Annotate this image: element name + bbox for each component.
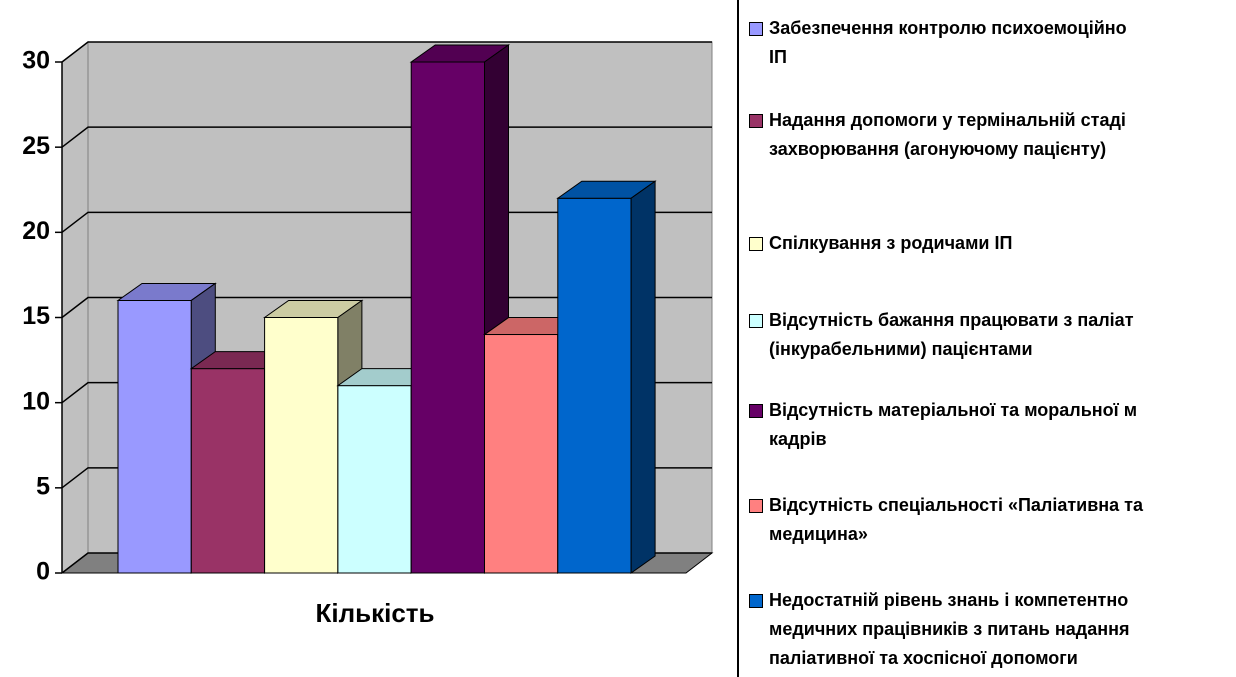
bar-front bbox=[264, 317, 339, 574]
chart: 0 5 10 15 20 25 30 Кількість bbox=[22, 40, 714, 628]
bar-front bbox=[337, 385, 412, 574]
y-tick-label: 25 bbox=[22, 132, 50, 160]
y-tick-label: 20 bbox=[22, 217, 50, 245]
legend-swatch bbox=[749, 499, 763, 513]
y-tick-label: 5 bbox=[36, 472, 50, 500]
legend-swatch bbox=[749, 594, 763, 608]
x-tick-label: Кількість bbox=[315, 598, 434, 628]
legend-swatch bbox=[749, 314, 763, 328]
legend-swatch bbox=[749, 237, 763, 251]
legend-label: Спілкування з родичами ІП bbox=[769, 233, 1013, 253]
grid-line bbox=[61, 41, 712, 63]
legend-label: Відсутність бажання працювати з паліат (… bbox=[769, 310, 1134, 359]
y-tick-label: 15 bbox=[22, 302, 50, 330]
bar-side bbox=[630, 180, 656, 574]
y-tick-label: 10 bbox=[22, 387, 50, 415]
legend-label: Відсутність спеціальності «Паліативна та… bbox=[769, 495, 1144, 544]
legend-swatch bbox=[749, 22, 763, 36]
bar-front bbox=[117, 299, 192, 574]
bar-front bbox=[410, 61, 486, 574]
legend-label: Надання допомоги у термінальній стаді за… bbox=[769, 110, 1126, 159]
legend-label: Недостатній рівень знань і компетентно м… bbox=[769, 590, 1130, 668]
y-tick-label: 30 bbox=[22, 47, 50, 75]
legend: Забезпечення контролю психоемоційно ІП На… bbox=[737, 0, 1236, 677]
legend-swatch bbox=[749, 114, 763, 128]
legend-swatch bbox=[749, 404, 763, 418]
y-tick-label: 0 bbox=[36, 558, 50, 586]
bar-front bbox=[484, 334, 559, 574]
legend-label: Забезпечення контролю психоемоційно ІП bbox=[769, 18, 1127, 67]
bar-front bbox=[190, 368, 266, 574]
legend-label: Відсутність матеріальної та моральної м … bbox=[769, 400, 1138, 449]
bar-front bbox=[557, 197, 632, 574]
